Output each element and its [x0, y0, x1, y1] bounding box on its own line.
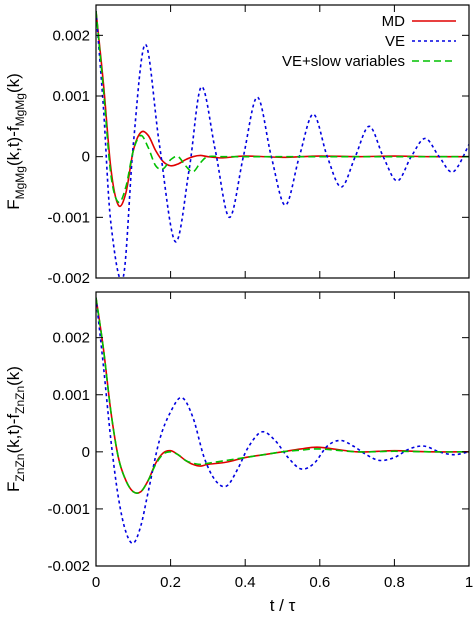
- plot-frame: [95, 4, 470, 279]
- panel-mgmg: -0.002 -0.001 0 0.001 0.002 FMgMg(k,t)-fMgMg(…: [4, 4, 470, 287]
- legend-label: VE+slow variables: [282, 53, 405, 70]
- x-tick-label: 0.2: [160, 574, 181, 591]
- x-tick-label: 1: [465, 574, 473, 591]
- x-tick-label: 0: [92, 574, 100, 591]
- y-tick-label: 0.001: [52, 88, 90, 105]
- y-tick-label: 0: [82, 444, 90, 461]
- y-tick-label: 0.002: [52, 27, 90, 44]
- series-group: [96, 10, 469, 278]
- y-tick-label: -0.002: [47, 558, 90, 575]
- x-axis-title: t / τ: [270, 596, 296, 615]
- y-axis-title: FMgMg(k,t)-fMgMg(k): [4, 73, 27, 210]
- x-tick-label: 0.4: [235, 574, 256, 591]
- series-line-ve-slow-variables: [96, 297, 469, 495]
- y-axis-title: FZnZn(k,t)-fZnZn(k): [4, 366, 27, 492]
- legend-label: MD: [382, 13, 405, 30]
- y-tick-label: -0.001: [47, 501, 90, 518]
- series-group: [96, 297, 469, 545]
- plot-frame: [95, 291, 470, 567]
- y-tick-label: -0.002: [47, 270, 90, 287]
- series-line-ve: [96, 11, 469, 278]
- series-line-md: [96, 297, 469, 495]
- panel-znzn: -0.002 -0.001 0 0.001 0.002 0 0.2 0.4 0.6 0.8 1 FZn…: [4, 291, 473, 615]
- y-tick-label: 0.002: [52, 330, 90, 347]
- y-tick-label: 0.001: [52, 387, 90, 404]
- y-tick-label: 0: [82, 149, 90, 166]
- series-line-ve-slow-variables: [96, 10, 469, 204]
- legend-label: VE: [385, 33, 405, 50]
- y-tick-label: -0.001: [47, 209, 90, 226]
- series-line-ve: [96, 297, 469, 545]
- x-tick-label: 0.6: [309, 574, 330, 591]
- legend: MD VE VE+slow variables: [282, 13, 456, 70]
- x-tick-label: 0.8: [384, 574, 405, 591]
